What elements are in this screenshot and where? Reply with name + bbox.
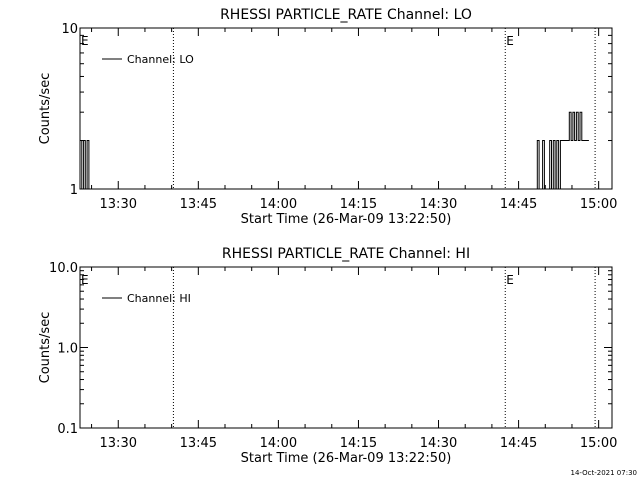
x-tick-label: 14:00 — [260, 197, 297, 212]
y-tick-label: 1.0 — [57, 342, 78, 357]
x-tick-label: 13:45 — [180, 197, 217, 212]
y-axis-label: Counts/sec — [38, 312, 53, 384]
x-tick-label: 13:45 — [180, 436, 217, 451]
x-tick-label: 14:30 — [420, 197, 457, 212]
x-tick-label: 14:00 — [260, 436, 297, 451]
legend-label: Channel: LO — [127, 53, 194, 66]
chart-panel-1: RHESSI PARTICLE_RATE Channel: LO 1 10 13:30… — [38, 7, 617, 227]
event-label: E — [506, 273, 514, 287]
event-label: E — [81, 273, 89, 287]
x-tick-label: 13:30 — [100, 197, 137, 212]
event-label: E — [506, 34, 514, 48]
x-tick-label: 14:15 — [340, 436, 377, 451]
chart-title: RHESSI PARTICLE_RATE Channel: LO — [220, 7, 472, 23]
x-tick-label: 13:30 — [100, 436, 137, 451]
x-tick-label: 15:00 — [580, 197, 617, 212]
footer-timestamp: 14-Oct-2021 07:30 — [571, 469, 637, 477]
y-tick-label: 0.1 — [57, 422, 78, 437]
x-tick-label: 14:15 — [340, 197, 377, 212]
x-axis-label: Start Time (26-Mar-09 13:22:50) — [241, 451, 452, 466]
x-tick-label: 15:00 — [580, 436, 617, 451]
x-tick-label: 14:45 — [500, 197, 537, 212]
y-tick-label: 10.0 — [49, 261, 78, 276]
y-axis-label: Counts/sec — [38, 73, 53, 145]
x-axis-label: Start Time (26-Mar-09 13:22:50) — [241, 212, 452, 227]
y-tick-label: 10 — [61, 22, 78, 37]
event-label: E — [81, 34, 89, 48]
x-tick-label: 14:45 — [500, 436, 537, 451]
x-tick-label: 14:30 — [420, 436, 457, 451]
chart-title: RHESSI PARTICLE_RATE Channel: HI — [222, 246, 470, 262]
legend-label: Channel: HI — [127, 292, 191, 305]
series-line — [80, 111, 589, 189]
chart-panel-2: RHESSI PARTICLE_RATE Channel: HI 0.1 1.0 10… — [38, 246, 617, 466]
y-tick-label: 1 — [70, 183, 78, 198]
